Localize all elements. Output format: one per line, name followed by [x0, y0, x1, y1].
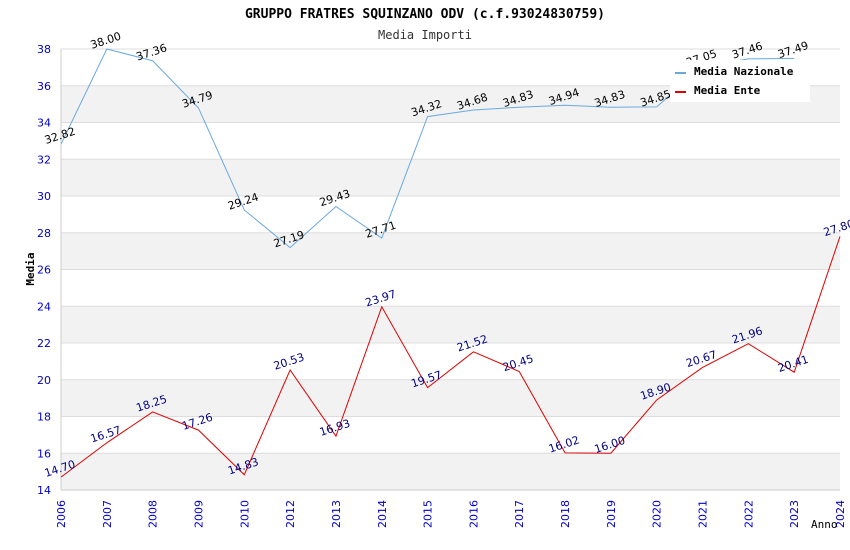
x-axis-label: Anno	[811, 518, 838, 531]
data-label-media-ente: 20.67	[684, 348, 718, 370]
y-tick-label: 18	[37, 411, 51, 424]
data-label-media-ente: 27.80	[822, 217, 850, 239]
y-tick-label: 28	[37, 227, 51, 240]
plot-band	[61, 232, 840, 270]
series-line-media-ente	[60, 236, 841, 478]
x-tick-label: 2010	[238, 500, 251, 528]
plot-band	[61, 159, 840, 196]
chart-subtitle: Media Importi	[378, 28, 472, 42]
plot-band	[61, 379, 840, 417]
y-tick-label: 16	[37, 447, 51, 460]
grid-lines	[61, 48, 840, 491]
x-tick-label: 2012	[284, 500, 297, 528]
legend: Media Nazionale Media Ente	[670, 60, 810, 102]
data-label-media-ente: 16.00	[593, 434, 627, 456]
y-axis-label: Media	[24, 252, 37, 285]
legend-label-media-nazionale: Media Nazionale	[694, 65, 794, 78]
x-tick-label: 2013	[330, 500, 343, 528]
y-tick-label: 26	[37, 264, 51, 277]
y-tick-labels: 14 16 18 20 22 24 26 28 30 32 34 36 38	[37, 43, 51, 497]
x-tick-label: 2023	[788, 500, 801, 528]
y-tick-label: 24	[37, 300, 51, 313]
x-tick-label: 2021	[697, 500, 710, 528]
x-tick-label: 2009	[192, 500, 205, 528]
y-tick-label: 20	[37, 374, 51, 387]
x-tick-label: 2019	[605, 500, 618, 528]
data-label-media-nazionale: 38.00	[89, 30, 123, 52]
axes	[60, 49, 840, 491]
x-tick-label: 2017	[513, 500, 526, 528]
chart-title: GRUPPO FRATRES SQUINZANO ODV (c.f.930248…	[245, 7, 605, 22]
x-tick-label: 2016	[467, 500, 480, 528]
data-label-media-ente: 16.93	[318, 417, 352, 439]
data-label-media-ente: 16.57	[89, 423, 123, 445]
x-tick-labels: 2006 2007 2008 2009 2010 2012 2013 2014 2015 2016…	[55, 500, 847, 528]
y-tick-label: 22	[37, 337, 51, 350]
x-tick-label: 2024	[834, 500, 847, 528]
y-tick-label: 34	[37, 117, 51, 130]
legend-label-media-ente: Media Ente	[694, 84, 761, 97]
y-tick-label: 38	[37, 43, 51, 56]
x-tick-label: 2006	[55, 500, 68, 528]
legend-box	[670, 60, 810, 102]
plot-band	[61, 453, 840, 490]
data-label-media-nazionale: 37.49	[776, 39, 810, 61]
data-label-media-ente: 16.02	[547, 434, 581, 456]
x-tick-label: 2018	[559, 500, 572, 528]
y-tick-label: 36	[37, 80, 51, 93]
x-tick-label: 2022	[742, 500, 755, 528]
x-tick-label: 2008	[147, 500, 160, 528]
y-tick-label: 30	[37, 190, 51, 203]
x-tick-label: 2014	[376, 500, 389, 528]
x-tick-label: 2020	[651, 500, 664, 528]
x-tick-label: 2007	[101, 500, 114, 528]
data-label-media-ente: 20.53	[272, 351, 306, 373]
y-tick-label: 32	[37, 153, 51, 166]
plot-band	[61, 306, 840, 343]
y-tick-label: 14	[37, 484, 51, 497]
x-tick-label: 2015	[422, 500, 435, 528]
plot-bands	[61, 85, 840, 490]
